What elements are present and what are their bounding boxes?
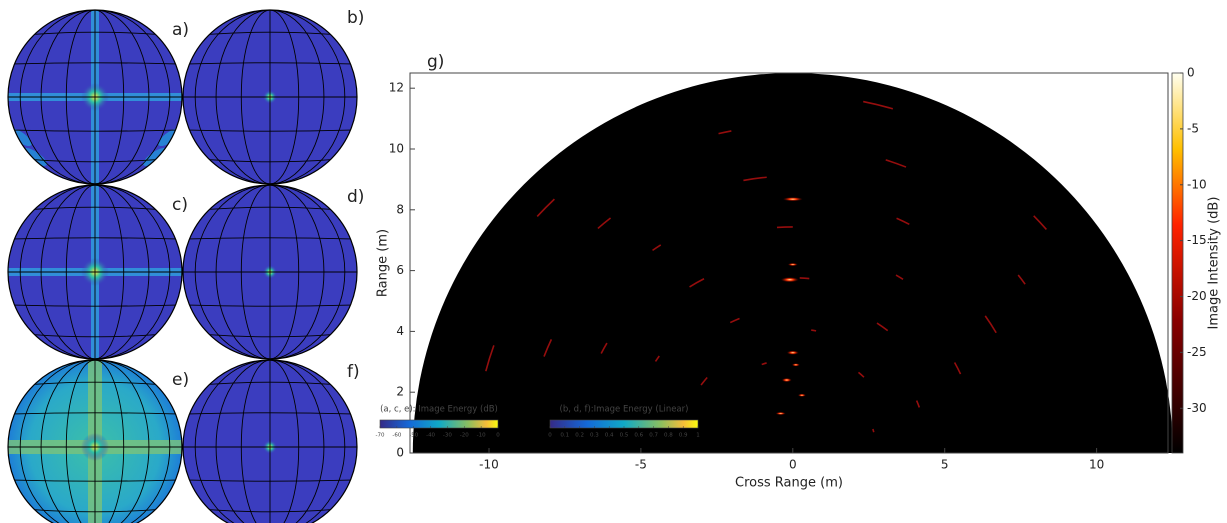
hot-spot [788,263,798,266]
legend-tick-label: -30 [443,433,452,439]
x-tick-label: 10 [1089,458,1104,472]
globe-image [183,185,357,359]
globe-panel [8,185,182,359]
colorbar-tick-label: -25 [1187,345,1207,359]
x-tick-label: -10 [479,458,499,472]
legend-tick-label: 0.2 [575,433,584,439]
legend-tick-label: -20 [460,433,469,439]
legend-tick-label: 0.1 [560,433,569,439]
legend-tick-label: 1 [696,433,700,439]
colorbar-tick-label: -20 [1187,289,1207,303]
colorbar-tick-label: -15 [1187,233,1207,247]
y-tick-label: 2 [396,385,404,399]
globe-panel [183,360,357,523]
x-axis-label: Cross Range (m) [735,476,843,491]
y-axis-label: Range (m) [376,229,391,297]
panel-label: a) [172,20,189,40]
globe-image [183,10,357,184]
streak [873,429,874,432]
hot-spot [781,277,799,282]
globe-panel [183,185,357,359]
legend-title: (b, d, f):Image Energy (Linear) [560,405,689,415]
y-tick-label: 8 [396,202,404,216]
streak [800,278,810,279]
hot-spot [783,197,803,201]
legend-tick-label: -40 [426,433,435,439]
globe-panel [8,360,182,523]
legend-tick-label: -60 [392,433,401,439]
legend-tick-label: -10 [477,433,486,439]
legend-tick-label: 0.8 [664,433,673,439]
panel-label: c) [172,195,188,215]
legend-bar [380,420,498,428]
legend-title: (a, c, e): Image Energy (dB) [380,405,498,415]
legend-tick-label: 0 [496,433,500,439]
legend-tick-label: -70 [376,433,385,439]
colorbar [1172,73,1183,453]
colorbar-tick-label: -30 [1187,401,1207,415]
hot-spot [787,351,799,355]
y-tick-label: 4 [396,324,404,338]
streak [777,227,793,228]
streak [811,330,816,331]
y-tick-label: 12 [389,81,404,95]
colorbar-label: Image Intensity (dB) [1207,197,1222,330]
legend-tick-label: -50 [409,433,418,439]
legend-tick-label: 0.6 [634,433,643,439]
panel-label: e) [172,370,189,390]
legend-tick-label: 0 [548,433,552,439]
legend-tick-label: 0.9 [679,433,688,439]
y-tick-label: 6 [396,263,404,277]
legend-tick-label: 0.7 [649,433,658,439]
hot-spot [792,363,800,366]
panel-label: b) [347,8,364,28]
colorbar-tick-label: -10 [1187,177,1207,191]
colorbar-tick-label: 0 [1187,66,1195,80]
panel-label: d) [347,187,364,207]
x-tick-label: 5 [941,458,949,472]
globe-panel [6,10,185,184]
panel-label: g) [427,52,444,72]
hot-spot [798,394,806,397]
x-tick-label: -5 [635,458,647,472]
globe-panel [183,10,357,184]
hot-spot [782,378,792,382]
y-tick-label: 0 [396,446,404,460]
panel-label: f) [347,362,360,382]
legend-tick-label: 0.5 [620,433,629,439]
y-tick-label: 10 [389,142,404,156]
image-disc [413,73,1173,453]
globe-image [8,185,182,359]
colorbar-tick-label: -5 [1187,121,1199,135]
hot-spot [776,412,786,415]
legend-tick-label: 0.4 [605,433,614,439]
legend-tick-label: 0.3 [590,433,599,439]
figure: g) a)b)c)d)e)f)-10-50510024681012Cross R… [0,0,1227,523]
x-tick-label: 0 [789,458,797,472]
